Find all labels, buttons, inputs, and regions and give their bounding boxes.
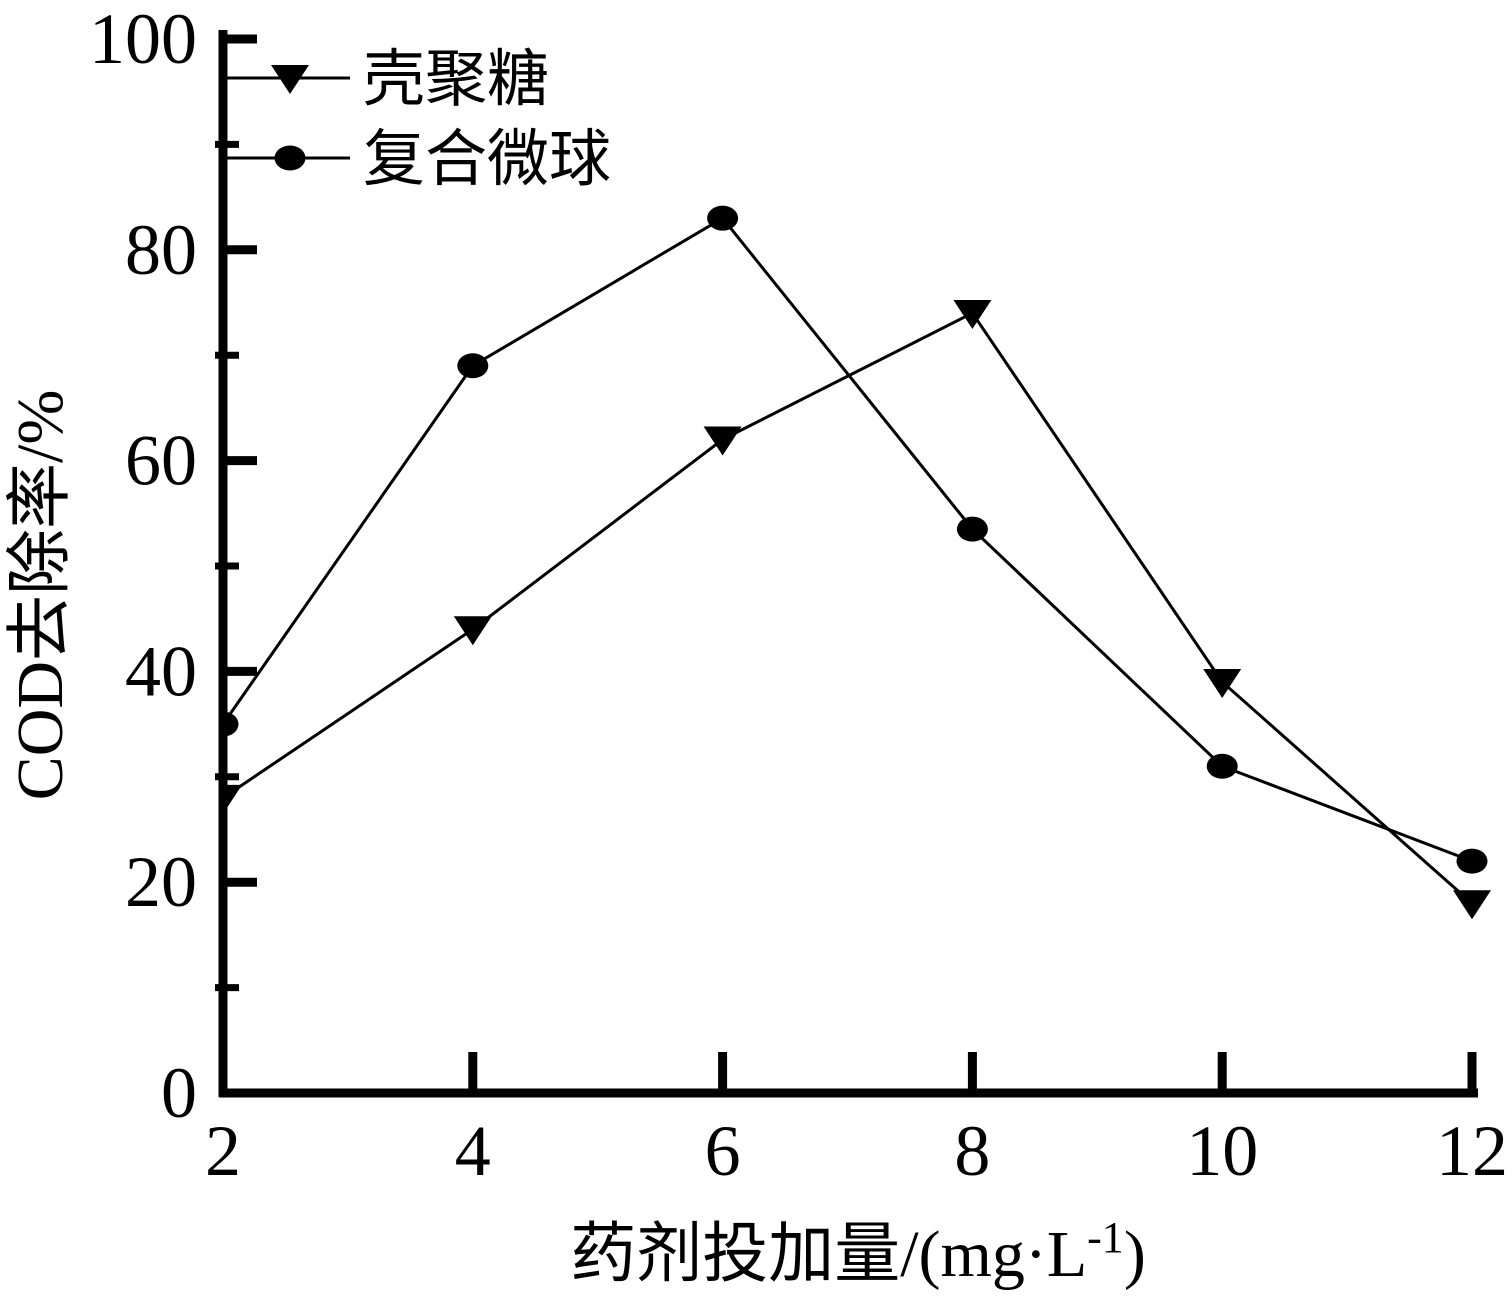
composite-microsphere-data-point-marker <box>1456 848 1488 874</box>
chitosan-legend-marker-icon <box>271 65 309 94</box>
x-axis-title-close: ) <box>1124 1218 1146 1291</box>
x-axis-title: 药剂投加量/(mg·L-1) <box>570 1213 1146 1291</box>
composite-microsphere-data-point-marker <box>707 205 739 231</box>
composite-microsphere-data-point-marker <box>956 516 988 542</box>
y-tick-label: 60 <box>125 421 197 501</box>
x-tick-label: 4 <box>455 1111 491 1191</box>
x-tick-label: 2 <box>205 1111 241 1191</box>
chitosan-data-point-marker <box>1453 890 1491 920</box>
x-axis-title-main: 药剂投加量/(mg·L <box>570 1218 1087 1291</box>
chitosan-data-point-marker <box>1203 668 1242 698</box>
x-tick-label: 8 <box>954 1111 990 1191</box>
composite-microsphere-series-line <box>223 216 1473 863</box>
chitosan-data-point-marker <box>703 426 742 456</box>
series-layer <box>223 205 1491 920</box>
chitosan-data-point-marker <box>223 784 242 814</box>
chitosan-series-line <box>223 311 1473 905</box>
composite-microsphere-data-point-marker <box>457 353 489 379</box>
x-tick-label: 12 <box>1436 1111 1508 1191</box>
x-tick-label: 6 <box>705 1111 741 1191</box>
x-axis-title-superscript: -1 <box>1087 1213 1124 1262</box>
axes-layer <box>215 30 1478 1098</box>
composite-microsphere-legend-label: 复合微球 <box>363 126 611 194</box>
chitosan-legend-label: 壳聚糖 <box>363 46 549 114</box>
y-tick-label: 40 <box>125 631 197 711</box>
x-tick-label: 10 <box>1186 1111 1258 1191</box>
y-tick-label: 80 <box>125 210 197 290</box>
tick-labels-layer: 0 20 40 60 80 100 2 4 6 8 10 12 <box>89 0 1508 1191</box>
y-axis-title: COD去除率/% <box>4 390 77 801</box>
y-tick-label: 0 <box>161 1053 197 1133</box>
composite-microsphere-legend-marker-icon <box>274 145 306 171</box>
chitosan-data-point-marker <box>453 616 492 646</box>
y-tick-label: 100 <box>89 0 197 79</box>
y-tick-label: 20 <box>125 842 197 922</box>
composite-microsphere-data-point-marker <box>1206 753 1238 779</box>
chitosan-data-point-marker <box>953 300 992 330</box>
